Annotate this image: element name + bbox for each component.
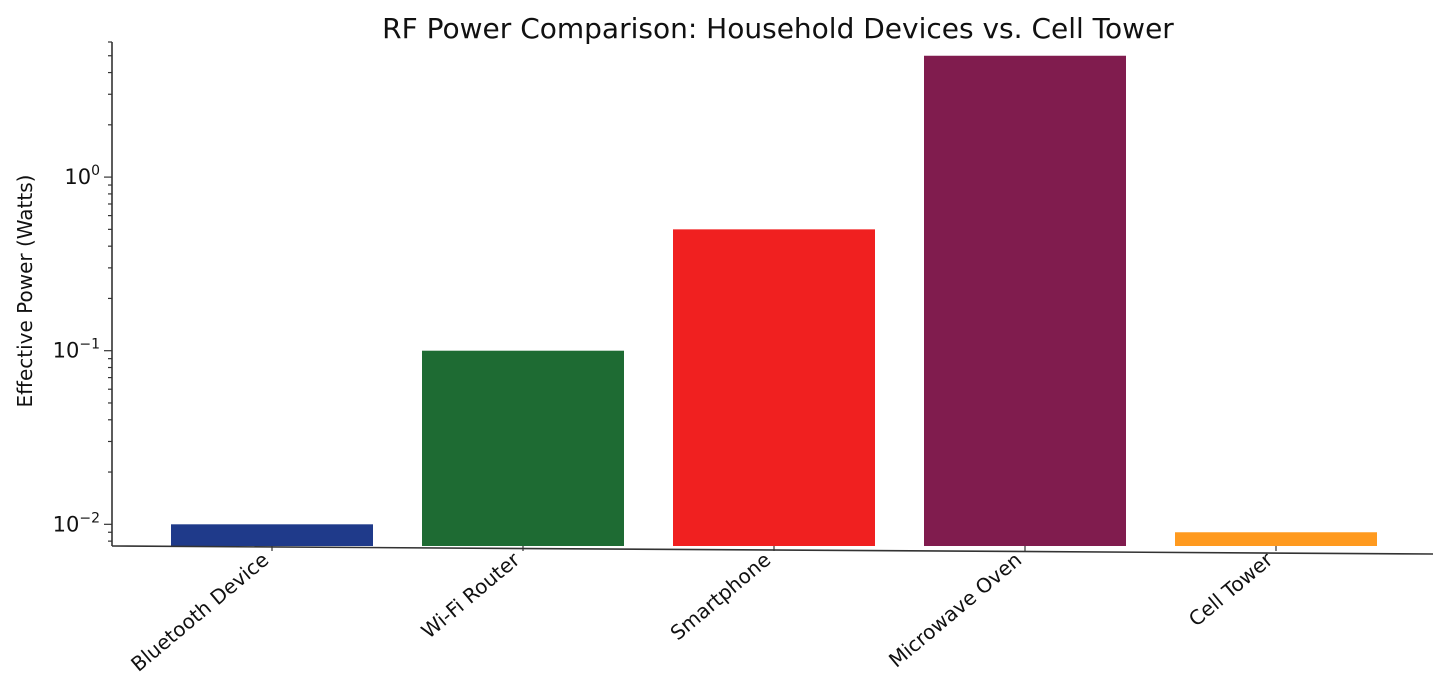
x-tick-label-smartphone: Smartphone	[665, 547, 775, 645]
y-axis: 10−2 10−1 100	[53, 41, 113, 546]
bar-microwave-oven	[924, 55, 1126, 546]
y-axis-label: Effective Power (Watts)	[13, 175, 37, 408]
x-axis-line	[111, 545, 1433, 555]
y-tick-label: 10−2	[53, 510, 100, 536]
bar-bluetooth-device	[171, 524, 373, 546]
chart-title: RF Power Comparison: Household Devices v…	[382, 12, 1174, 45]
x-tick-label-bluetooth-device: Bluetooth Device	[126, 547, 273, 676]
x-axis: Bluetooth Device Wi-Fi Router Smartphone Mi…	[111, 545, 1433, 676]
bar-wi-fi-router	[422, 350, 624, 546]
y-tick-label: 100	[64, 163, 100, 189]
bar-cell-tower	[1175, 532, 1377, 546]
x-tick-label-microwave-oven: Microwave Oven	[884, 547, 1026, 672]
y-tick-label: 10−1	[53, 337, 100, 363]
bars-group	[171, 55, 1377, 547]
x-tick-label-cell-tower: Cell Tower	[1184, 547, 1278, 631]
bar-smartphone	[673, 229, 875, 547]
x-tick-label-wi-fi-router: Wi-Fi Router	[417, 547, 525, 643]
